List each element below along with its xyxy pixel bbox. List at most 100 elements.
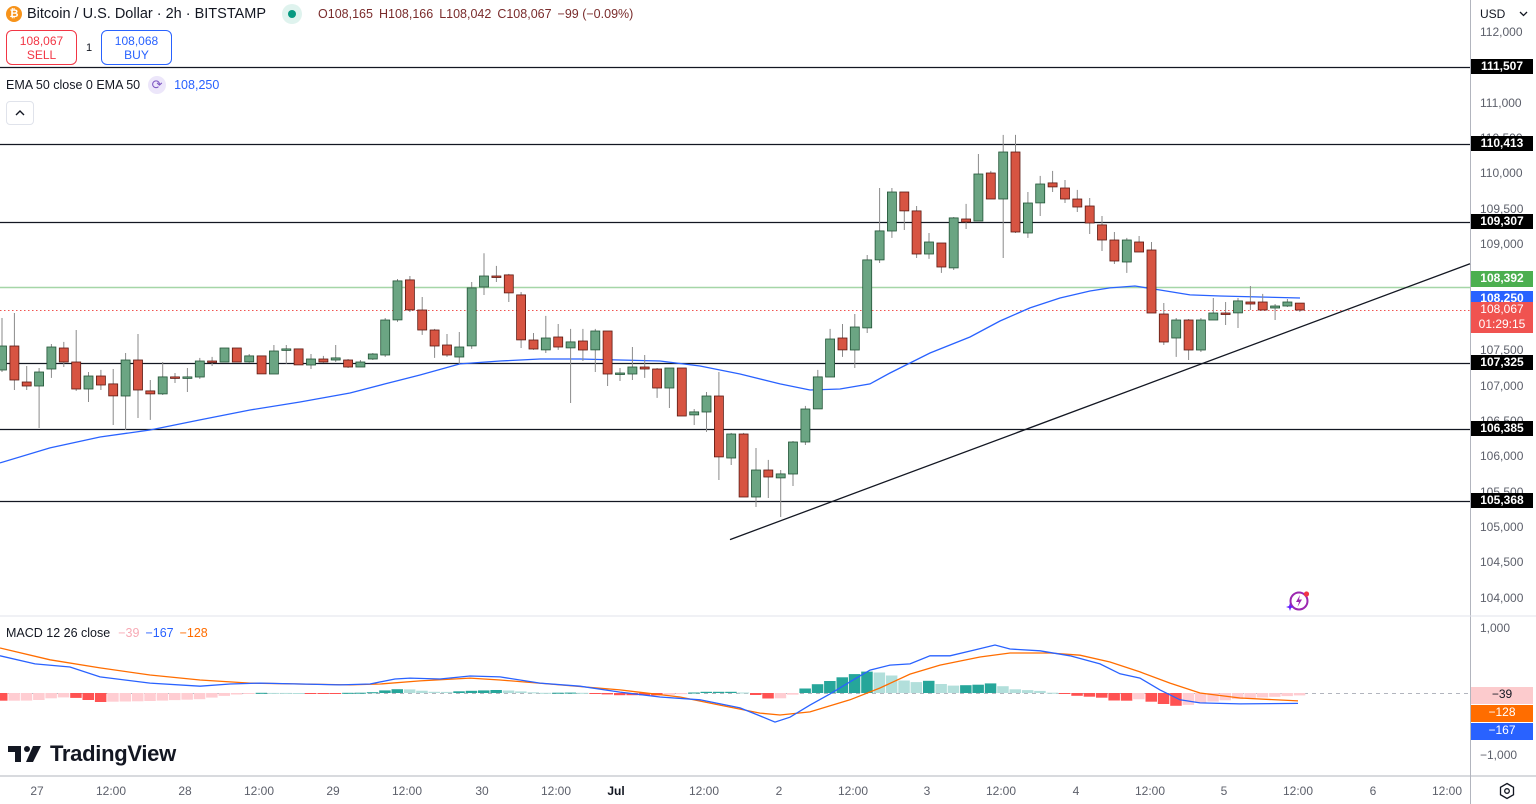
candle xyxy=(615,368,625,381)
ohlc-open-label: O xyxy=(318,7,328,21)
macd-histogram-bar xyxy=(453,691,465,693)
candle xyxy=(182,368,193,392)
candle xyxy=(775,470,786,517)
horizontal-levels[interactable] xyxy=(0,66,1470,503)
candle xyxy=(58,341,69,367)
macd-histogram-bar xyxy=(787,693,799,695)
candle xyxy=(1220,302,1231,325)
tradingview-logo[interactable]: TradingView xyxy=(8,741,176,767)
macd-histogram-bar xyxy=(836,677,848,693)
time-tick-label: 12:00 xyxy=(1134,784,1166,798)
sell-button[interactable]: 108,067 SELL xyxy=(6,30,77,65)
bar-countdown: 01:29:15 xyxy=(1478,317,1526,332)
price-tick-label: 109,500 xyxy=(1480,201,1524,216)
macd-histogram-bar xyxy=(1232,693,1244,700)
macd-histogram-bar xyxy=(947,685,960,693)
macd-histogram-bar xyxy=(885,675,898,693)
trendline[interactable] xyxy=(729,263,1471,541)
level-price-tag: 111,507 xyxy=(1471,58,1533,74)
candle xyxy=(21,366,32,390)
macd-histogram-bar xyxy=(218,693,230,696)
macd-histogram-bar xyxy=(848,674,861,693)
time-tick-label: 2 xyxy=(775,784,783,798)
candle xyxy=(911,206,922,258)
candle xyxy=(726,432,737,465)
candle xyxy=(194,357,205,379)
time-tick-label: 12:00 xyxy=(243,784,275,798)
candle xyxy=(800,405,811,445)
macd-histogram-bar xyxy=(0,693,8,701)
candle xyxy=(1270,304,1280,320)
macd-histogram-bar xyxy=(1009,689,1021,693)
macd-histogram-bar xyxy=(478,690,490,693)
candle xyxy=(1109,232,1120,264)
macd-histogram-bar xyxy=(824,681,836,693)
candle xyxy=(1072,189,1083,212)
symbol-title[interactable]: Bitcoin / U.S. Dollar · 2h · BITSTAMP xyxy=(27,6,267,22)
macd-histogram-bar xyxy=(1071,693,1083,696)
market-open-icon[interactable] xyxy=(282,4,303,24)
trade-panel: 108,067 SELL 1 108,068 BUY xyxy=(6,30,172,65)
currency-dropdown[interactable]: USD xyxy=(1474,2,1532,26)
macd-histogram-bar xyxy=(527,692,539,694)
macd-legend[interactable]: MACD 12 26 close −39 −167 −128 xyxy=(6,626,208,640)
candle xyxy=(676,367,687,417)
macd-histogram-bar xyxy=(156,693,169,701)
ai-assistant-icon[interactable] xyxy=(1283,588,1313,614)
macd-histogram-bar xyxy=(193,693,206,700)
macd-histogram-bar xyxy=(750,693,762,695)
macd-value-tag: −39 xyxy=(1471,687,1533,704)
macd-histogram-bar xyxy=(317,693,329,694)
candle xyxy=(837,324,848,357)
macd-histogram-bar xyxy=(144,693,156,701)
macd-line-value: −167 xyxy=(145,626,174,640)
candle xyxy=(46,344,57,378)
candle xyxy=(1121,237,1132,273)
macd-histogram-bar xyxy=(490,690,502,693)
resistance-price-tag: 108,392 xyxy=(1471,271,1533,288)
collapse-legend-button[interactable] xyxy=(6,101,34,125)
macd-histogram-bar xyxy=(638,693,651,696)
tradingview-logo-icon xyxy=(8,746,41,762)
macd-histogram-bar xyxy=(1157,693,1170,704)
tradingview-logo-text: TradingView xyxy=(50,741,176,766)
candle xyxy=(849,314,860,368)
time-tick-label: 27 xyxy=(30,784,44,798)
macd-histogram-bar xyxy=(589,693,601,694)
candle xyxy=(1158,303,1169,345)
macd-histogram-bar xyxy=(441,691,453,693)
settings-gear-icon[interactable] xyxy=(1498,782,1516,800)
macd-histogram-bar xyxy=(428,691,441,693)
time-tick-label: 12:00 xyxy=(95,784,127,798)
candle xyxy=(874,188,885,263)
macd-histogram-bar xyxy=(45,693,57,699)
ema-legend[interactable]: EMA 50 close 0 EMA 50 ⟳ 108,250 xyxy=(6,76,219,94)
macd-line xyxy=(0,644,1299,723)
candle xyxy=(355,360,366,368)
macd-histogram-bar xyxy=(1046,692,1059,694)
ascending-trendline[interactable] xyxy=(729,263,1471,541)
macd-histogram-bar xyxy=(132,693,144,702)
candle xyxy=(343,359,354,368)
macd-histogram-bar xyxy=(663,693,675,695)
candle xyxy=(1171,318,1182,357)
candle xyxy=(466,282,477,349)
candle xyxy=(318,355,329,363)
macd-histogram-bar xyxy=(255,692,268,694)
ema-value: 108,250 xyxy=(174,78,220,92)
candle xyxy=(380,318,391,357)
candle xyxy=(367,353,378,360)
candle xyxy=(714,372,724,480)
macd-histogram-bar xyxy=(230,693,243,695)
macd-histogram-bar xyxy=(1059,693,1071,694)
macd-histogram-bar xyxy=(675,693,688,695)
level-price-tag: 109,307 xyxy=(1471,214,1533,230)
macd-histogram-bar xyxy=(33,693,45,700)
candle xyxy=(1084,198,1095,234)
candle xyxy=(639,355,650,378)
macd-histogram-bar xyxy=(1170,693,1182,706)
buy-button[interactable]: 108,068 BUY xyxy=(101,30,172,65)
candle xyxy=(565,328,576,403)
